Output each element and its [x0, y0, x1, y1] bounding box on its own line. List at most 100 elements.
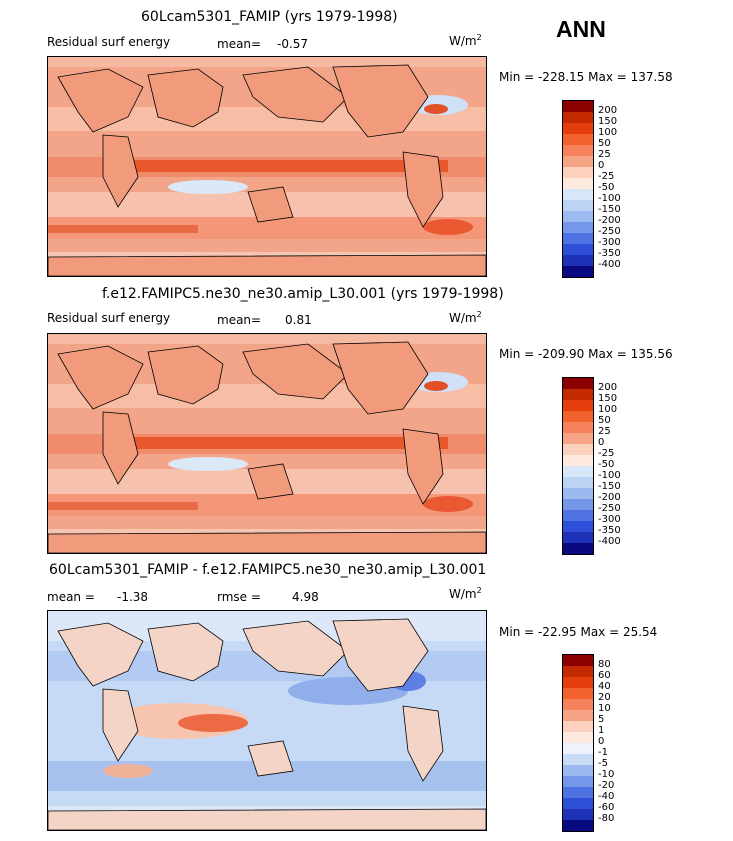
colorbar-seg: [563, 222, 593, 233]
southern-ocean-band: [48, 217, 486, 239]
colorbar-tick: 80: [598, 659, 611, 670]
colorbar-tick: 25: [598, 149, 611, 160]
colorbar-seg: [563, 510, 593, 521]
colorbar-tick: 150: [598, 116, 618, 127]
colorbar: [562, 654, 594, 832]
colorbar-tick: -400: [598, 536, 621, 547]
colorbar-tick: -300: [598, 514, 621, 525]
colorbar-tick: -5: [598, 758, 608, 769]
south-indian-warm: [103, 764, 153, 778]
colorbar-seg: [563, 477, 593, 488]
colorbar-tick: 100: [598, 404, 618, 415]
mean-value: 0.81: [285, 313, 312, 327]
maritime-continent-red: [178, 714, 248, 732]
colorbar-tick: -150: [598, 204, 621, 215]
colorbar-seg: [563, 411, 593, 422]
colorbar-seg: [563, 389, 593, 400]
mean-label: mean=: [217, 37, 262, 51]
gulf-stream-red: [424, 104, 448, 114]
colorbar-tick: 25: [598, 426, 611, 437]
map-field: [48, 57, 486, 276]
panel-title: 60Lcam5301_FAMIP - f.e12.FAMIPC5.ne30_ne…: [49, 562, 487, 578]
colorbar-seg: [563, 444, 593, 455]
minmax-label: Min = -22.95 Max = 25.54: [499, 625, 658, 639]
southern-ocean-core: [48, 225, 198, 233]
colorbar-tick: 40: [598, 681, 611, 692]
gulf-stream-red: [424, 381, 448, 391]
colorbar-seg: [563, 123, 593, 134]
colorbar-seg: [563, 378, 593, 389]
colorbar-tick: -1: [598, 747, 608, 758]
colorbar-seg: [563, 754, 593, 765]
colorbar-seg: [563, 677, 593, 688]
colorbar-tick: -80: [598, 813, 615, 824]
colorbar-seg: [563, 433, 593, 444]
colorbar-seg: [563, 787, 593, 798]
colorbar-seg: [563, 499, 593, 510]
season-label: ANN: [556, 16, 606, 42]
colorbar-tick: -300: [598, 237, 621, 248]
mean-value: -1.38: [117, 590, 149, 604]
rmse-value: 4.98: [292, 590, 319, 604]
colorbar-seg: [563, 798, 593, 809]
map-field: [48, 611, 486, 830]
agulhas-red: [423, 496, 473, 512]
coastlines: [48, 64, 486, 276]
colorbar-seg: [563, 699, 593, 710]
mean-label: mean =: [47, 590, 95, 604]
colorbar-tick: -60: [598, 802, 615, 813]
colorbar-tick: -25: [598, 171, 615, 182]
colorbar-seg: [563, 809, 593, 820]
map-field: [48, 334, 486, 553]
colorbar: [562, 100, 594, 278]
arctic-band: [48, 334, 486, 344]
colorbar-seg: [563, 112, 593, 123]
colorbar-seg: [563, 666, 593, 677]
colorbar-seg: [563, 776, 593, 787]
colorbar-tick: -100: [598, 470, 621, 481]
southern-ocean-core: [48, 502, 198, 510]
southern-ocean-band: [48, 494, 486, 516]
coastlines: [48, 341, 486, 553]
minmax-label: Min = -228.15 Max = 137.58: [499, 70, 673, 84]
colorbar-seg: [563, 167, 593, 178]
units-label: W/m2: [449, 310, 482, 325]
colorbar-tick: 0: [598, 160, 605, 171]
colorbar-tick: 50: [598, 415, 611, 426]
colorbar-seg: [563, 743, 593, 754]
colorbar-seg: [563, 211, 593, 222]
variable-label: Residual surf energy: [47, 35, 171, 49]
units-label: W/m2: [449, 33, 482, 48]
colorbar-seg: [563, 145, 593, 156]
equatorial-band-core: [108, 437, 448, 449]
colorbar-seg: [563, 543, 593, 554]
colorbar-tick: -150: [598, 481, 621, 492]
colorbar-tick: -200: [598, 492, 621, 503]
colorbar-seg: [563, 820, 593, 831]
equatorial-band-core: [108, 160, 448, 172]
coastlines: [48, 618, 486, 830]
colorbar-tick: -40: [598, 791, 615, 802]
colorbar-tick: -100: [598, 193, 621, 204]
colorbar-seg: [563, 189, 593, 200]
colorbar-seg: [563, 400, 593, 411]
colorbar-tick: 1: [598, 725, 605, 736]
colorbar-seg: [563, 200, 593, 211]
colorbar-tick: 200: [598, 105, 618, 116]
colorbar-tick: -250: [598, 226, 621, 237]
colorbar-tick: 200: [598, 382, 618, 393]
colorbar-tick: 10: [598, 703, 611, 714]
colorbar-tick: 20: [598, 692, 611, 703]
colorbar-seg: [563, 422, 593, 433]
colorbar-tick: 0: [598, 736, 605, 747]
colorbar-tick: -20: [598, 780, 615, 791]
colorbar-tick: -50: [598, 459, 615, 470]
colorbar-seg: [563, 732, 593, 743]
colorbar-tick: -350: [598, 248, 621, 259]
panel-title: 60Lcam5301_FAMIP (yrs 1979-1998): [141, 9, 398, 25]
agulhas-red: [423, 219, 473, 235]
indian-ocean-blue: [168, 457, 248, 471]
minmax-label: Min = -209.90 Max = 135.56: [499, 347, 673, 361]
colorbar-seg: [563, 655, 593, 666]
colorbar-tick: -250: [598, 503, 621, 514]
